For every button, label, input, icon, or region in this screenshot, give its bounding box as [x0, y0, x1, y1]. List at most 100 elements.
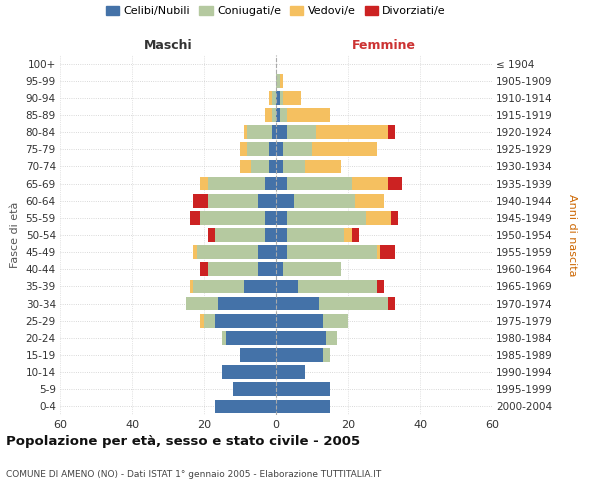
Bar — [244, 280, 276, 293]
Bar — [226, 331, 276, 344]
Bar — [215, 400, 276, 413]
Bar — [240, 348, 276, 362]
Bar — [193, 280, 244, 293]
Bar — [276, 331, 326, 344]
Bar — [391, 211, 398, 224]
Y-axis label: Fasce di età: Fasce di età — [10, 202, 20, 268]
Bar — [269, 160, 276, 173]
Bar — [197, 246, 258, 259]
Bar — [276, 211, 287, 224]
Bar — [280, 108, 287, 122]
Bar — [269, 91, 272, 104]
Bar — [287, 246, 377, 259]
Bar — [344, 228, 352, 242]
Bar — [280, 74, 283, 88]
Bar — [388, 176, 402, 190]
Bar — [276, 142, 283, 156]
Bar — [276, 262, 283, 276]
Bar — [352, 176, 388, 190]
Bar — [319, 296, 388, 310]
Bar — [204, 314, 215, 328]
Bar — [269, 142, 276, 156]
Bar — [272, 126, 276, 139]
Bar — [276, 108, 280, 122]
Bar — [200, 262, 208, 276]
Text: COMUNE DI AMENO (NO) - Dati ISTAT 1° gennaio 2005 - Elaborazione TUTTITALIA.IT: COMUNE DI AMENO (NO) - Dati ISTAT 1° gen… — [6, 470, 381, 479]
Bar — [355, 194, 384, 207]
Bar — [272, 108, 276, 122]
Bar — [247, 142, 269, 156]
Legend: Celibi/Nubili, Coniugati/e, Vedovi/e, Divorziati/e: Celibi/Nubili, Coniugati/e, Vedovi/e, Di… — [101, 2, 451, 20]
Bar — [218, 296, 276, 310]
Bar — [247, 126, 272, 139]
Bar — [222, 331, 226, 344]
Bar — [388, 126, 395, 139]
Bar — [377, 280, 384, 293]
Bar — [283, 160, 305, 173]
Bar — [265, 211, 276, 224]
Bar — [298, 280, 377, 293]
Bar — [323, 348, 330, 362]
Bar — [276, 348, 323, 362]
Bar — [190, 280, 193, 293]
Bar — [265, 108, 272, 122]
Text: Femmine: Femmine — [352, 38, 416, 52]
Bar — [276, 74, 280, 88]
Bar — [352, 228, 359, 242]
Bar — [208, 176, 265, 190]
Bar — [200, 211, 265, 224]
Bar — [276, 126, 287, 139]
Bar — [208, 194, 258, 207]
Bar — [265, 228, 276, 242]
Bar — [200, 314, 204, 328]
Bar — [193, 194, 208, 207]
Bar — [323, 314, 348, 328]
Bar — [287, 211, 366, 224]
Bar — [251, 160, 269, 173]
Bar — [276, 400, 330, 413]
Bar — [208, 262, 258, 276]
Bar — [287, 228, 344, 242]
Bar — [186, 296, 218, 310]
Bar — [190, 211, 200, 224]
Bar — [380, 246, 395, 259]
Bar — [276, 280, 298, 293]
Bar — [276, 176, 287, 190]
Bar — [276, 160, 283, 173]
Bar — [258, 246, 276, 259]
Bar — [240, 160, 251, 173]
Bar — [276, 194, 294, 207]
Bar — [287, 126, 316, 139]
Text: Popolazione per età, sesso e stato civile - 2005: Popolazione per età, sesso e stato civil… — [6, 435, 360, 448]
Bar — [208, 228, 215, 242]
Text: Maschi: Maschi — [143, 38, 193, 52]
Bar — [272, 91, 276, 104]
Bar — [305, 160, 341, 173]
Bar — [326, 331, 337, 344]
Bar — [200, 176, 208, 190]
Bar — [276, 366, 305, 379]
Bar — [276, 314, 323, 328]
Bar — [258, 262, 276, 276]
Bar — [193, 246, 197, 259]
Bar — [287, 108, 330, 122]
Bar — [276, 246, 287, 259]
Bar — [276, 91, 280, 104]
Bar — [276, 228, 287, 242]
Bar — [258, 194, 276, 207]
Bar — [233, 382, 276, 396]
Bar — [283, 262, 341, 276]
Bar — [276, 382, 330, 396]
Bar — [283, 142, 312, 156]
Bar — [366, 211, 391, 224]
Bar — [312, 142, 377, 156]
Bar — [280, 91, 283, 104]
Bar — [294, 194, 355, 207]
Bar — [388, 296, 395, 310]
Bar — [222, 366, 276, 379]
Bar — [287, 176, 352, 190]
Bar — [215, 314, 276, 328]
Bar — [240, 142, 247, 156]
Bar — [244, 126, 247, 139]
Bar — [377, 246, 380, 259]
